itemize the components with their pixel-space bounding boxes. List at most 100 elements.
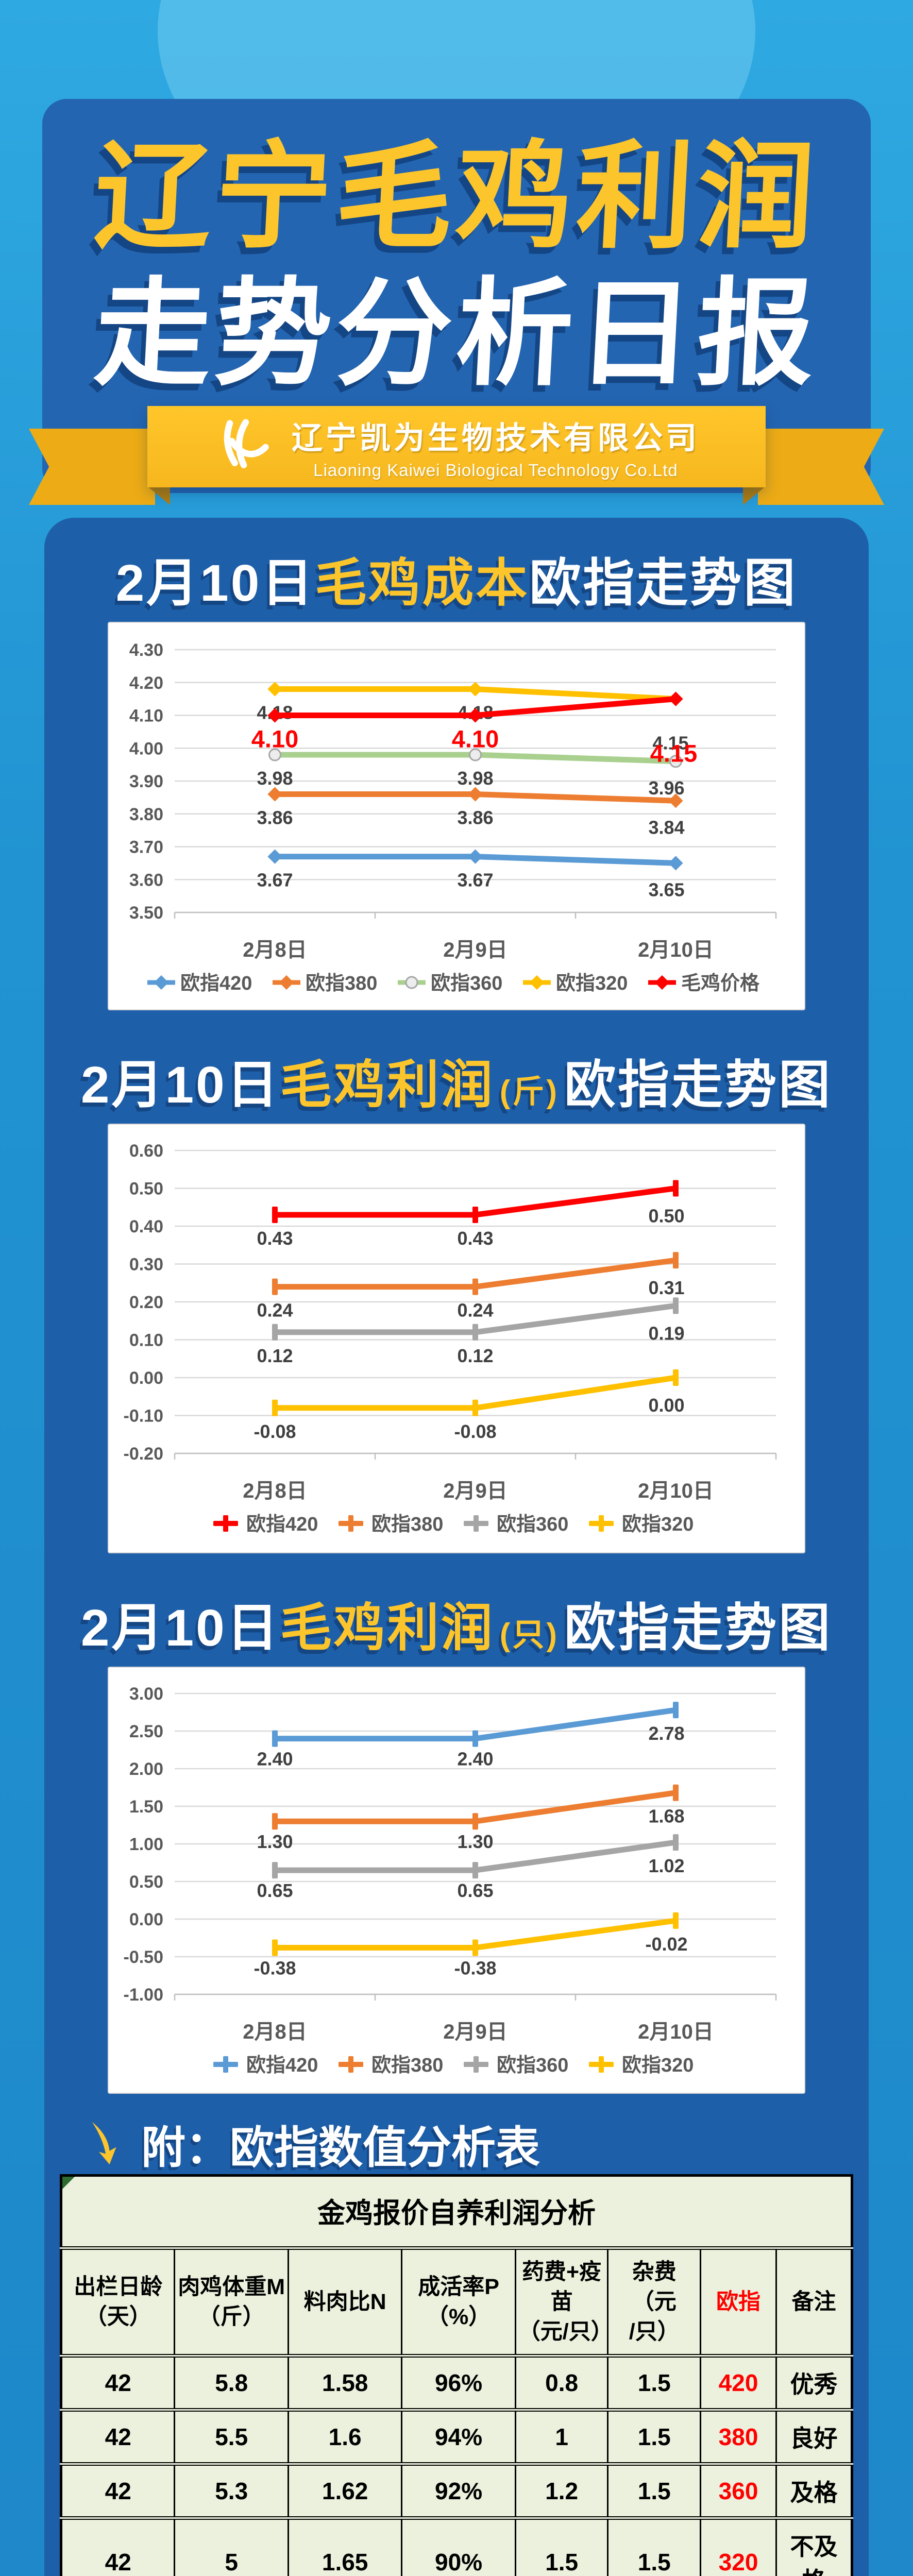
svg-text:欧指420: 欧指420 bbox=[246, 1514, 318, 1535]
svg-text:1.68: 1.68 bbox=[648, 1806, 684, 1827]
svg-text:3.00: 3.00 bbox=[129, 1684, 163, 1704]
svg-text:3.86: 3.86 bbox=[457, 807, 493, 828]
svg-text:-0.50: -0.50 bbox=[124, 1947, 164, 1967]
excel-corner-artifact bbox=[62, 2177, 75, 2189]
company-name-cn: 辽宁凯为生物技术有限公司 bbox=[292, 421, 700, 455]
svg-text:0.43: 0.43 bbox=[257, 1228, 293, 1249]
company-banner: 辽宁凯为生物技术有限公司 Liaoning Kaiwei Biological … bbox=[0, 406, 913, 517]
svg-text:3.84: 3.84 bbox=[648, 817, 684, 838]
svg-text:0.50: 0.50 bbox=[129, 1872, 163, 1892]
svg-text:3.70: 3.70 bbox=[129, 838, 163, 857]
svg-text:3.67: 3.67 bbox=[457, 870, 493, 891]
profit-jin-chart-title: 2月10日毛鸡利润 (斤) 欧指走势图 bbox=[44, 1046, 869, 1124]
svg-text:3.60: 3.60 bbox=[129, 870, 163, 890]
company-name-block: 辽宁凯为生物技术有限公司 Liaoning Kaiwei Biological … bbox=[292, 413, 700, 480]
svg-text:3.67: 3.67 bbox=[257, 870, 293, 891]
svg-text:0.30: 0.30 bbox=[129, 1255, 163, 1275]
table-cell: 优秀 bbox=[775, 2354, 853, 2411]
analysis-section-heading: 附：欧指数值分析表 bbox=[84, 2117, 869, 2173]
svg-text:-0.08: -0.08 bbox=[253, 1421, 296, 1442]
svg-text:欧指320: 欧指320 bbox=[622, 1514, 694, 1535]
yellow-arrow-icon bbox=[92, 2122, 116, 2165]
chart-title-suffix: 欧指走势图 bbox=[529, 554, 798, 612]
svg-text:欧指380: 欧指380 bbox=[371, 1514, 443, 1535]
svg-text:0.50: 0.50 bbox=[129, 1179, 163, 1199]
svg-text:2月10日: 2月10日 bbox=[638, 2021, 714, 2043]
svg-text:3.98: 3.98 bbox=[457, 768, 493, 789]
svg-text:1.50: 1.50 bbox=[129, 1797, 163, 1817]
svg-text:2月8日: 2月8日 bbox=[243, 2021, 307, 2043]
svg-text:欧指380: 欧指380 bbox=[306, 973, 377, 994]
table-cell: 1.62 bbox=[287, 2462, 403, 2519]
chart-title-unit: (只) bbox=[499, 1617, 560, 1653]
svg-text:欧指320: 欧指320 bbox=[622, 2055, 694, 2076]
poster-title-line2: 走势分析日报 bbox=[91, 268, 822, 399]
svg-text:2.50: 2.50 bbox=[129, 1722, 163, 1741]
svg-text:0.10: 0.10 bbox=[129, 1331, 163, 1350]
header: 辽宁毛鸡利润 走势分析日报 辽宁凯为生 bbox=[0, 0, 913, 518]
chart-title-date: 2月10日 bbox=[80, 1056, 280, 1114]
table-cell: 1 bbox=[514, 2408, 609, 2465]
column-header: 杂费（元 /只） bbox=[607, 2246, 702, 2357]
table-cell: 不及格 bbox=[775, 2516, 853, 2576]
svg-text:-1.00: -1.00 bbox=[124, 1985, 164, 2005]
cost-chart-section: 2月10日毛鸡成本欧指走势图 4.30 4.20 4.10 4.00 3.90 3.80 3… bbox=[44, 545, 869, 1010]
svg-text:4.20: 4.20 bbox=[129, 673, 163, 693]
svg-text:-0.38: -0.38 bbox=[253, 1957, 296, 1978]
svg-text:4.15: 4.15 bbox=[652, 733, 688, 754]
company-logo-icon bbox=[213, 418, 274, 476]
table-cell: 1.5 bbox=[607, 2462, 702, 2519]
cost-chart-box: 4.30 4.20 4.10 4.00 3.90 3.80 3.70 3.60 3.50 2月8日… bbox=[108, 622, 805, 1010]
svg-text:2月8日: 2月8日 bbox=[243, 939, 307, 961]
chart-title-unit: (斤) bbox=[499, 1074, 560, 1110]
profit-table-wrap: 金鸡报价自养利润分析 出栏日龄 （天） 肉鸡体重M （斤） 料肉比N 成活率P （%）药… bbox=[60, 2174, 853, 2576]
svg-text:0.31: 0.31 bbox=[648, 1277, 684, 1298]
table-cell: 96% bbox=[401, 2354, 516, 2411]
svg-text:2.40: 2.40 bbox=[457, 1749, 493, 1770]
svg-text:0.00: 0.00 bbox=[648, 1395, 684, 1416]
svg-text:0.00: 0.00 bbox=[129, 1368, 163, 1388]
table-cell: 420 bbox=[700, 2354, 777, 2411]
svg-text:0.24: 0.24 bbox=[257, 1300, 293, 1321]
column-header: 成活率P （%） bbox=[401, 2246, 516, 2357]
svg-text:3.96: 3.96 bbox=[648, 777, 684, 799]
table-cell: 320 bbox=[700, 2516, 777, 2576]
chart-title-suffix: 欧指走势图 bbox=[564, 1056, 833, 1114]
ribbon-tail-left bbox=[29, 429, 155, 505]
svg-text:2月10日: 2月10日 bbox=[638, 939, 714, 961]
svg-text:0.00: 0.00 bbox=[129, 1910, 163, 1929]
profit-analysis-table: 金鸡报价自养利润分析 出栏日龄 （天） 肉鸡体重M （斤） 料肉比N 成活率P （%）药… bbox=[60, 2174, 853, 2576]
table-cell: 90% bbox=[401, 2516, 516, 2576]
svg-text:欧指320: 欧指320 bbox=[556, 973, 628, 994]
column-header: 备注 bbox=[775, 2246, 853, 2357]
svg-text:0.40: 0.40 bbox=[129, 1217, 163, 1236]
profit-jin-chart-section: 2月10日毛鸡利润 (斤) 欧指走势图 0.60 0.50 0.40 0.30 0.20 0.… bbox=[44, 1046, 869, 1553]
svg-text:-0.08: -0.08 bbox=[454, 1421, 496, 1442]
chart-title-highlight: 毛鸡利润 bbox=[280, 1599, 495, 1657]
svg-text:1.30: 1.30 bbox=[257, 1831, 293, 1852]
table-cell: 1.65 bbox=[287, 2516, 403, 2576]
chart-title-highlight: 毛鸡利润 bbox=[280, 1056, 495, 1114]
table-title: 金鸡报价自养利润分析 bbox=[61, 2175, 852, 2249]
svg-text:0.43: 0.43 bbox=[457, 1228, 493, 1249]
svg-text:0.65: 0.65 bbox=[457, 1880, 493, 1901]
svg-text:3.80: 3.80 bbox=[129, 805, 163, 824]
table-cell: 92% bbox=[401, 2462, 516, 2519]
table-cell: 1.58 bbox=[287, 2354, 403, 2411]
table-cell: 5.5 bbox=[174, 2408, 289, 2465]
svg-text:3.50: 3.50 bbox=[129, 903, 163, 923]
table-cell: 及格 bbox=[775, 2462, 853, 2519]
table-cell: 42 bbox=[60, 2354, 176, 2411]
svg-text:-0.02: -0.02 bbox=[645, 1934, 687, 1955]
analysis-heading-text: 附：欧指数值分析表 bbox=[141, 2123, 540, 2173]
svg-text:2.00: 2.00 bbox=[129, 1759, 163, 1779]
column-header: 欧指 bbox=[700, 2246, 777, 2357]
svg-text:2月9日: 2月9日 bbox=[443, 1480, 508, 1502]
svg-text:4.15: 4.15 bbox=[650, 740, 697, 767]
svg-text:-0.38: -0.38 bbox=[454, 1957, 496, 1978]
chart-title-date: 2月10日 bbox=[80, 1599, 280, 1657]
svg-text:0.19: 0.19 bbox=[648, 1323, 684, 1344]
profit-table-head: 金鸡报价自养利润分析 出栏日龄 （天） 肉鸡体重M （斤） 料肉比N 成活率P （%）药… bbox=[60, 2175, 853, 2357]
